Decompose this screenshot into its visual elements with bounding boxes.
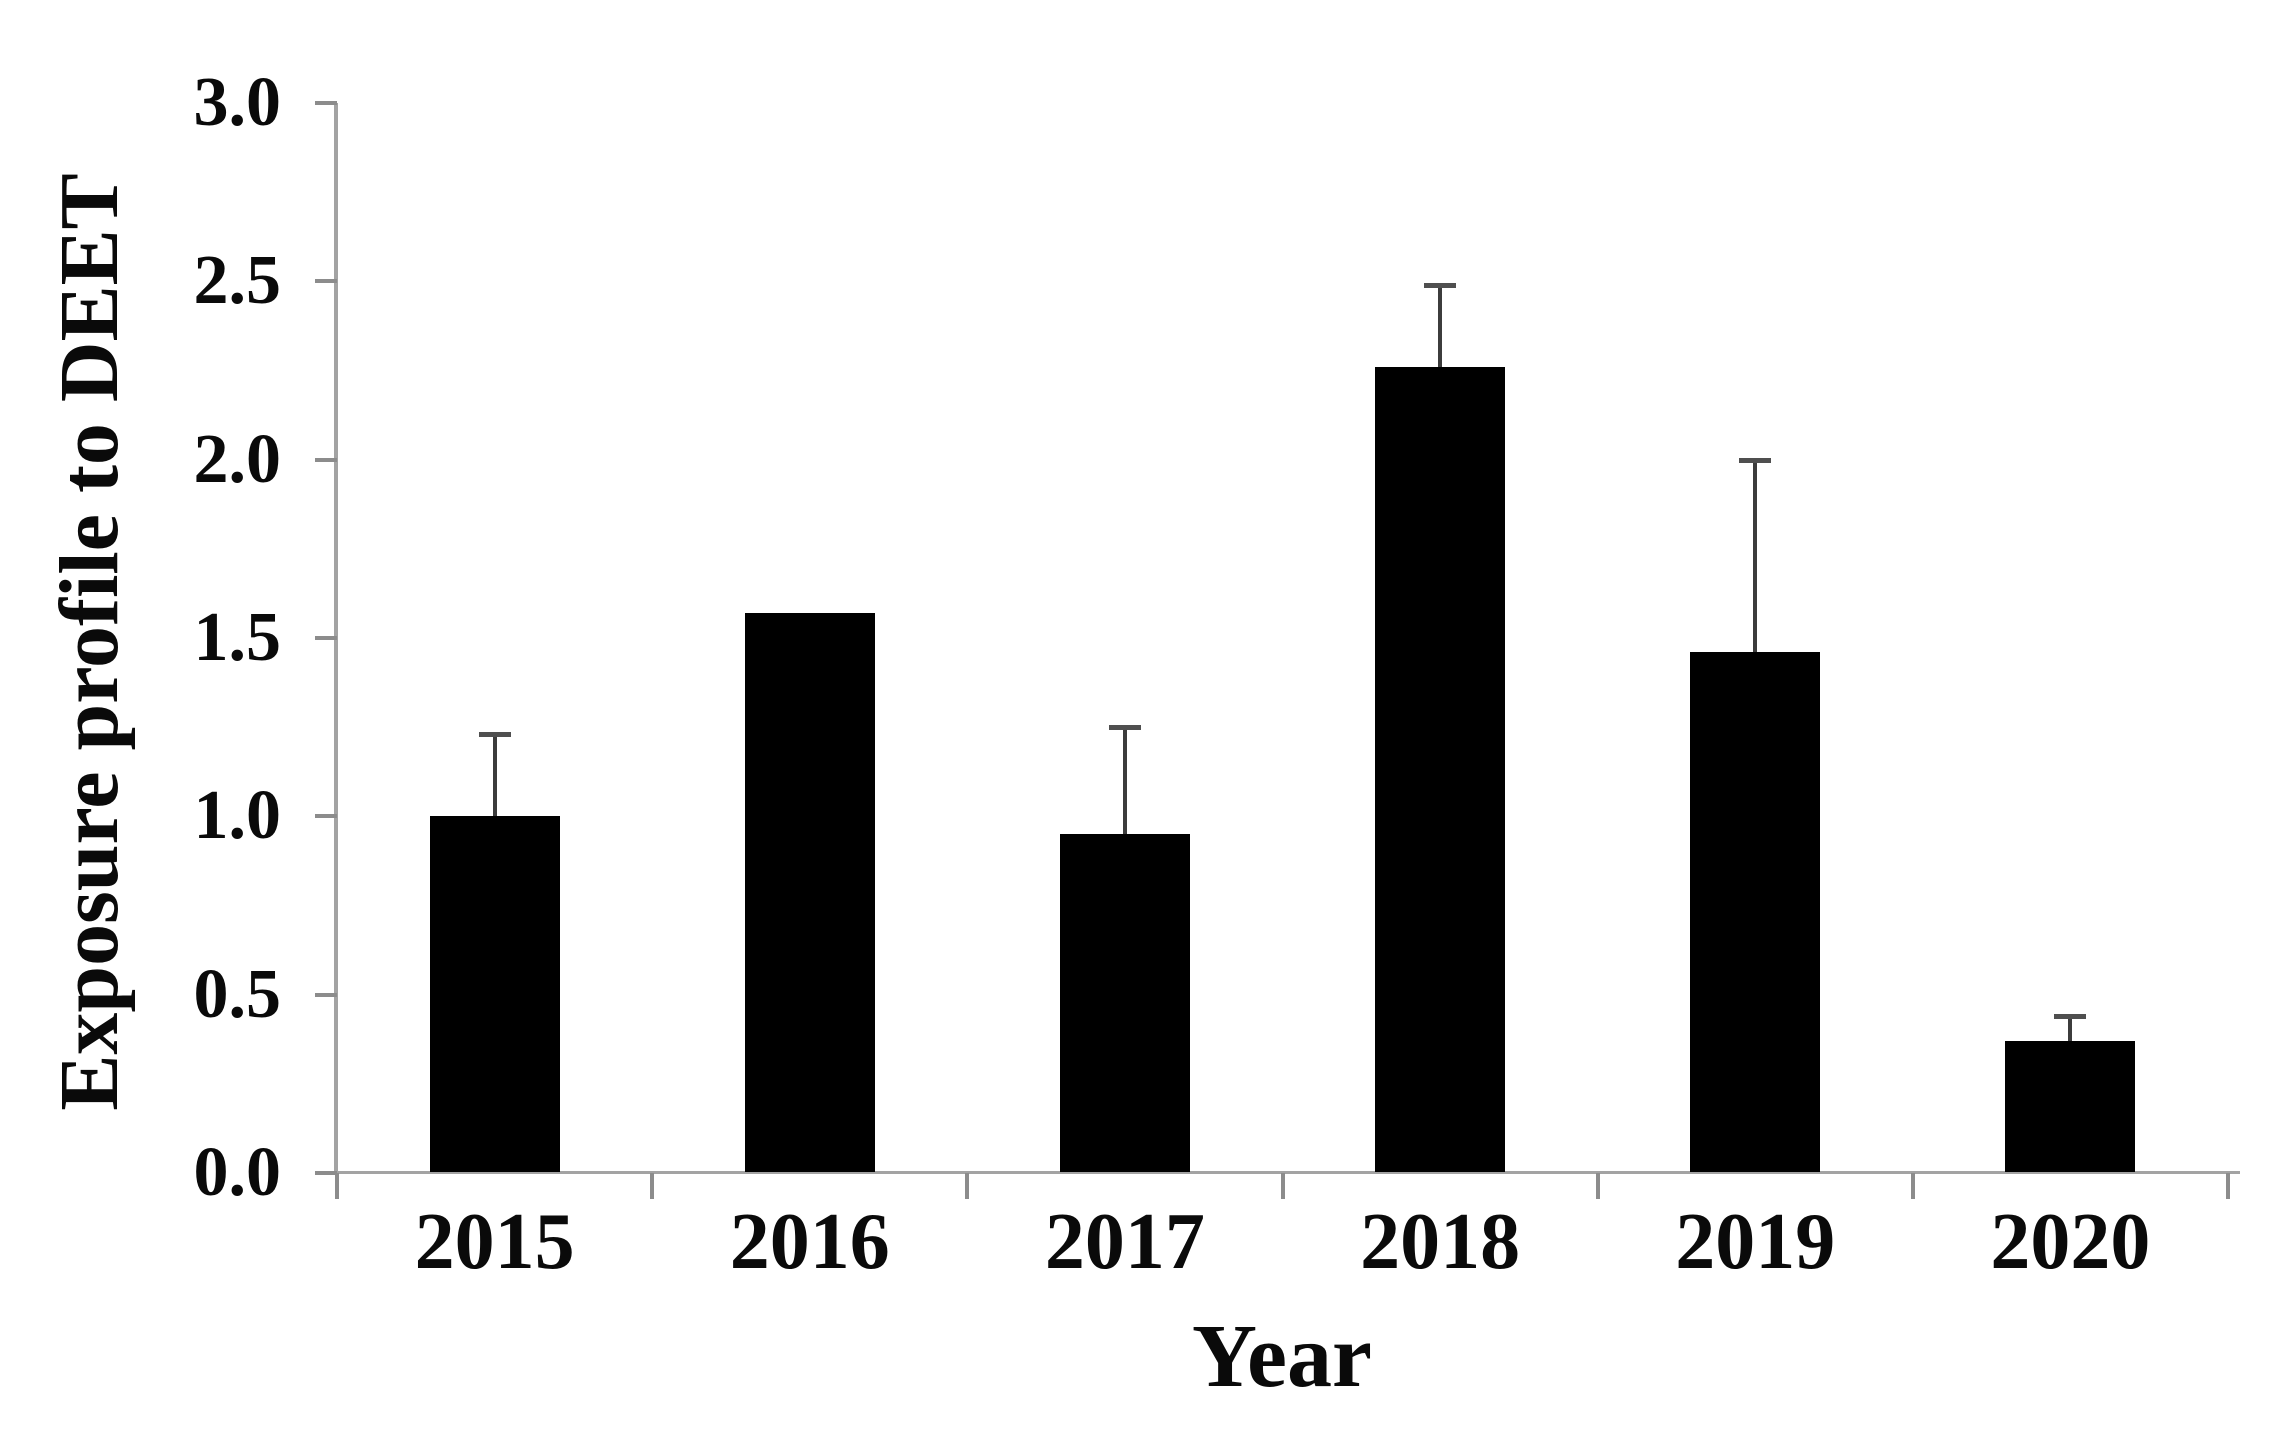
bar-2020 (2005, 1041, 2136, 1172)
x-tick-label-2018: 2018 (1360, 1198, 1521, 1286)
bar-2019 (1690, 652, 1821, 1172)
y-axis-tick (315, 1171, 337, 1175)
x-axis-title: Year (1192, 1307, 1372, 1406)
error-bar-line-2017 (1122, 727, 1127, 835)
bar-2016 (744, 613, 875, 1172)
y-tick-label: 1.0 (193, 777, 282, 855)
error-bar-cap-2020 (2054, 1014, 2087, 1020)
error-bar-line-2015 (492, 734, 497, 817)
x-axis-tick (965, 1173, 970, 1199)
x-tick-label-2016: 2016 (729, 1198, 890, 1286)
y-axis-tick (315, 992, 337, 997)
x-axis-tick (2226, 1173, 2230, 1199)
x-axis-tick (335, 1173, 339, 1199)
x-axis-tick (1910, 1173, 1915, 1199)
y-axis-tick (315, 101, 337, 105)
error-bar-cap-2015 (478, 732, 511, 738)
bar-2018 (1375, 366, 1506, 1172)
x-tick-label-2019: 2019 (1675, 1198, 1836, 1286)
bar-2015 (429, 816, 560, 1172)
x-tick-label-2015: 2015 (414, 1198, 575, 1286)
y-tick-label: 3.0 (193, 64, 282, 141)
y-axis-tick (315, 457, 337, 462)
x-axis-tick (1595, 1173, 1600, 1199)
y-axis-tick (315, 636, 337, 640)
x-tick-label-2017: 2017 (1044, 1198, 1205, 1286)
error-bar-cap-2017 (1108, 725, 1141, 731)
error-bar-line-2020 (2068, 1016, 2073, 1042)
bar-2017 (1059, 834, 1190, 1172)
y-tick-label: 0.5 (193, 955, 282, 1033)
x-axis-line (334, 1171, 2240, 1174)
y-tick-label: 2.5 (193, 242, 282, 320)
error-bar-line-2018 (1438, 284, 1443, 367)
error-bar-cap-2019 (1739, 457, 1772, 463)
error-bar-cap-2018 (1424, 282, 1457, 288)
y-tick-label: 1.5 (193, 599, 282, 676)
y-axis-tick (315, 814, 337, 819)
x-tick-label-2020: 2020 (1990, 1198, 2151, 1286)
error-bar-line-2019 (1753, 459, 1758, 653)
x-axis-tick (650, 1173, 655, 1199)
x-axis-tick (1280, 1173, 1285, 1199)
y-tick-label: 0.0 (193, 1134, 282, 1211)
y-tick-label: 2.0 (193, 420, 282, 498)
y-axis-tick (315, 279, 337, 284)
